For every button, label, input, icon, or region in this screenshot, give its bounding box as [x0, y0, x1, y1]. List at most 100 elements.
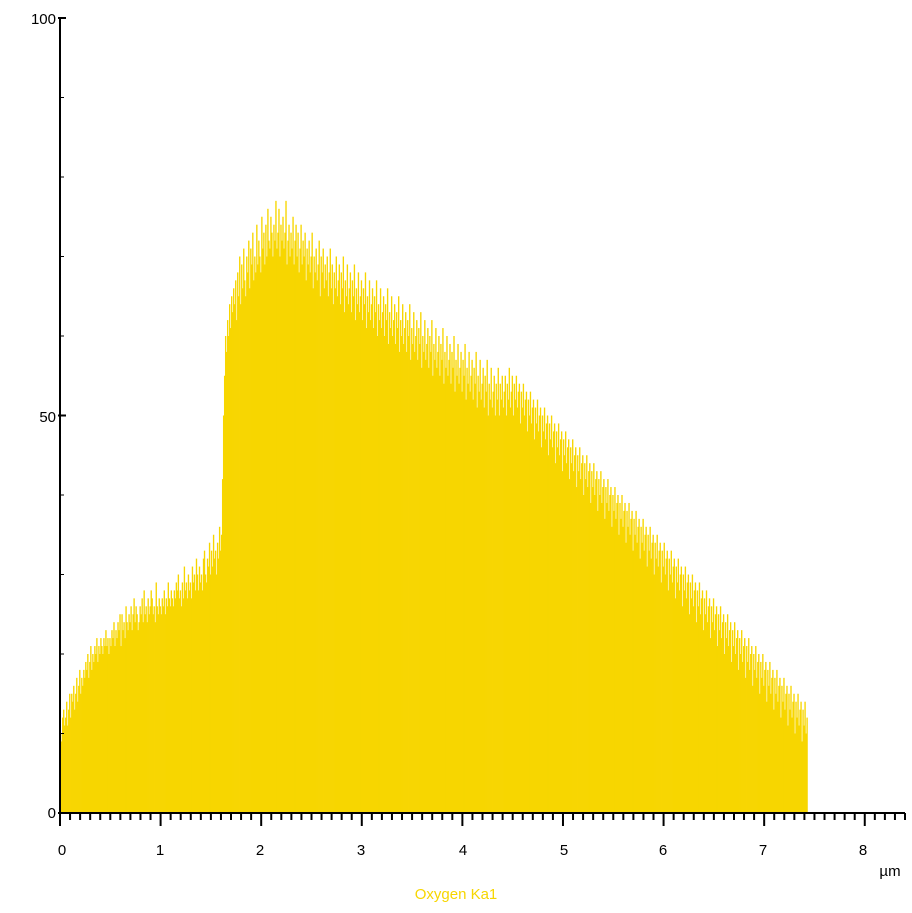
histogram-bar: [652, 534, 654, 813]
histogram-bar: [381, 312, 384, 813]
histogram-bar: [373, 296, 376, 813]
histogram-bar: [707, 606, 710, 813]
histogram-bar: [786, 685, 788, 813]
histogram-bar: [191, 566, 194, 813]
histogram-bar: [101, 646, 103, 813]
histogram-bar: [741, 630, 743, 813]
histogram-bar: [633, 518, 635, 813]
histogram-bar: [417, 359, 419, 813]
histogram-bar: [435, 328, 437, 813]
histogram-bar: [395, 312, 398, 813]
histogram-bar: [665, 558, 667, 813]
histogram-bar: [769, 661, 771, 813]
histogram-bar: [515, 375, 518, 813]
histogram-bar: [92, 654, 94, 813]
histogram-bar: [94, 646, 96, 813]
histogram-bar: [192, 582, 195, 813]
histogram-bar: [716, 646, 719, 813]
histogram-bar: [317, 264, 319, 813]
histogram-bar: [609, 495, 611, 813]
histogram-bar: [159, 606, 161, 813]
histogram-bar: [465, 399, 467, 813]
histogram-bar: [96, 638, 98, 813]
histogram-bar: [655, 558, 657, 813]
histogram-bar: [636, 542, 638, 813]
histogram-bar: [137, 630, 139, 813]
histogram-bar: [70, 717, 72, 813]
histogram-bar: [249, 288, 251, 813]
histogram-bar: [663, 542, 665, 813]
histogram-bar: [224, 336, 227, 813]
histogram-bar: [158, 598, 160, 813]
histogram-bar: [478, 391, 480, 813]
histogram-bar: [309, 272, 311, 813]
histogram-bar: [731, 630, 734, 813]
histogram-bar: [294, 240, 296, 814]
histogram-bar: [165, 598, 167, 813]
histogram-bar: [161, 598, 163, 813]
histogram-bar: [747, 661, 749, 813]
histogram-bar: [790, 685, 792, 813]
histogram-bar: [684, 566, 687, 813]
histogram-bar: [298, 272, 300, 813]
histogram-bar: [179, 590, 182, 813]
histogram-bar: [705, 590, 708, 813]
histogram-bar: [186, 598, 189, 813]
histogram-bar: [392, 320, 395, 813]
histogram-bar: [545, 423, 548, 813]
histogram-bar: [783, 677, 785, 813]
x-tick-label-6: 6: [659, 842, 667, 859]
histogram-bar: [764, 669, 766, 813]
histogram-bar: [61, 741, 63, 813]
histogram-bar: [745, 677, 747, 813]
histogram-bar: [106, 646, 108, 813]
histogram-bar: [456, 375, 458, 813]
histogram-bar: [354, 320, 357, 813]
histogram-bar: [516, 407, 519, 813]
histogram-bar: [787, 725, 789, 813]
histogram-bar: [721, 622, 724, 813]
histogram-bar: [72, 701, 74, 813]
histogram-bar: [482, 367, 484, 813]
histogram-bar: [733, 622, 736, 813]
histogram-bar: [607, 479, 609, 813]
histogram-bar: [169, 606, 172, 813]
histogram-bar: [727, 646, 730, 813]
histogram-bar: [279, 256, 281, 813]
histogram-bar: [266, 256, 268, 813]
histogram-bar: [579, 447, 581, 813]
histogram-bar: [240, 304, 242, 813]
histogram-bar: [347, 304, 350, 813]
histogram-bar: [589, 463, 591, 813]
histogram-bar: [64, 725, 66, 813]
histogram-bar: [84, 677, 86, 813]
x-axis-ticks: [59, 813, 866, 826]
histogram-bar: [498, 415, 500, 813]
histogram-bar: [698, 582, 701, 813]
histogram-bar: [166, 606, 168, 813]
histogram-bar: [253, 280, 255, 814]
histogram-bar: [229, 304, 231, 813]
histogram-bar: [753, 654, 755, 813]
histogram-bar: [521, 407, 524, 813]
histogram-bar: [142, 622, 144, 813]
histogram-bar: [97, 661, 99, 813]
histogram-bar: [474, 383, 476, 813]
histogram-bar: [701, 590, 704, 813]
histogram-bar: [522, 383, 525, 813]
histogram-bar: [115, 630, 117, 813]
histogram-bar: [776, 669, 778, 813]
histogram-bar: [199, 582, 202, 813]
x-tick-label-5: 5: [560, 842, 568, 859]
histogram-bar: [697, 606, 700, 813]
histogram-bar: [311, 232, 313, 813]
histogram-bar: [108, 654, 110, 813]
histogram-bar: [536, 399, 539, 813]
histogram-bar: [328, 272, 330, 813]
histogram-bar: [263, 232, 265, 813]
histogram-bar: [427, 328, 429, 813]
histogram-bar: [640, 526, 642, 813]
histogram-bar: [398, 296, 400, 813]
histogram-bar: [261, 216, 263, 813]
histogram-bar: [804, 701, 806, 813]
